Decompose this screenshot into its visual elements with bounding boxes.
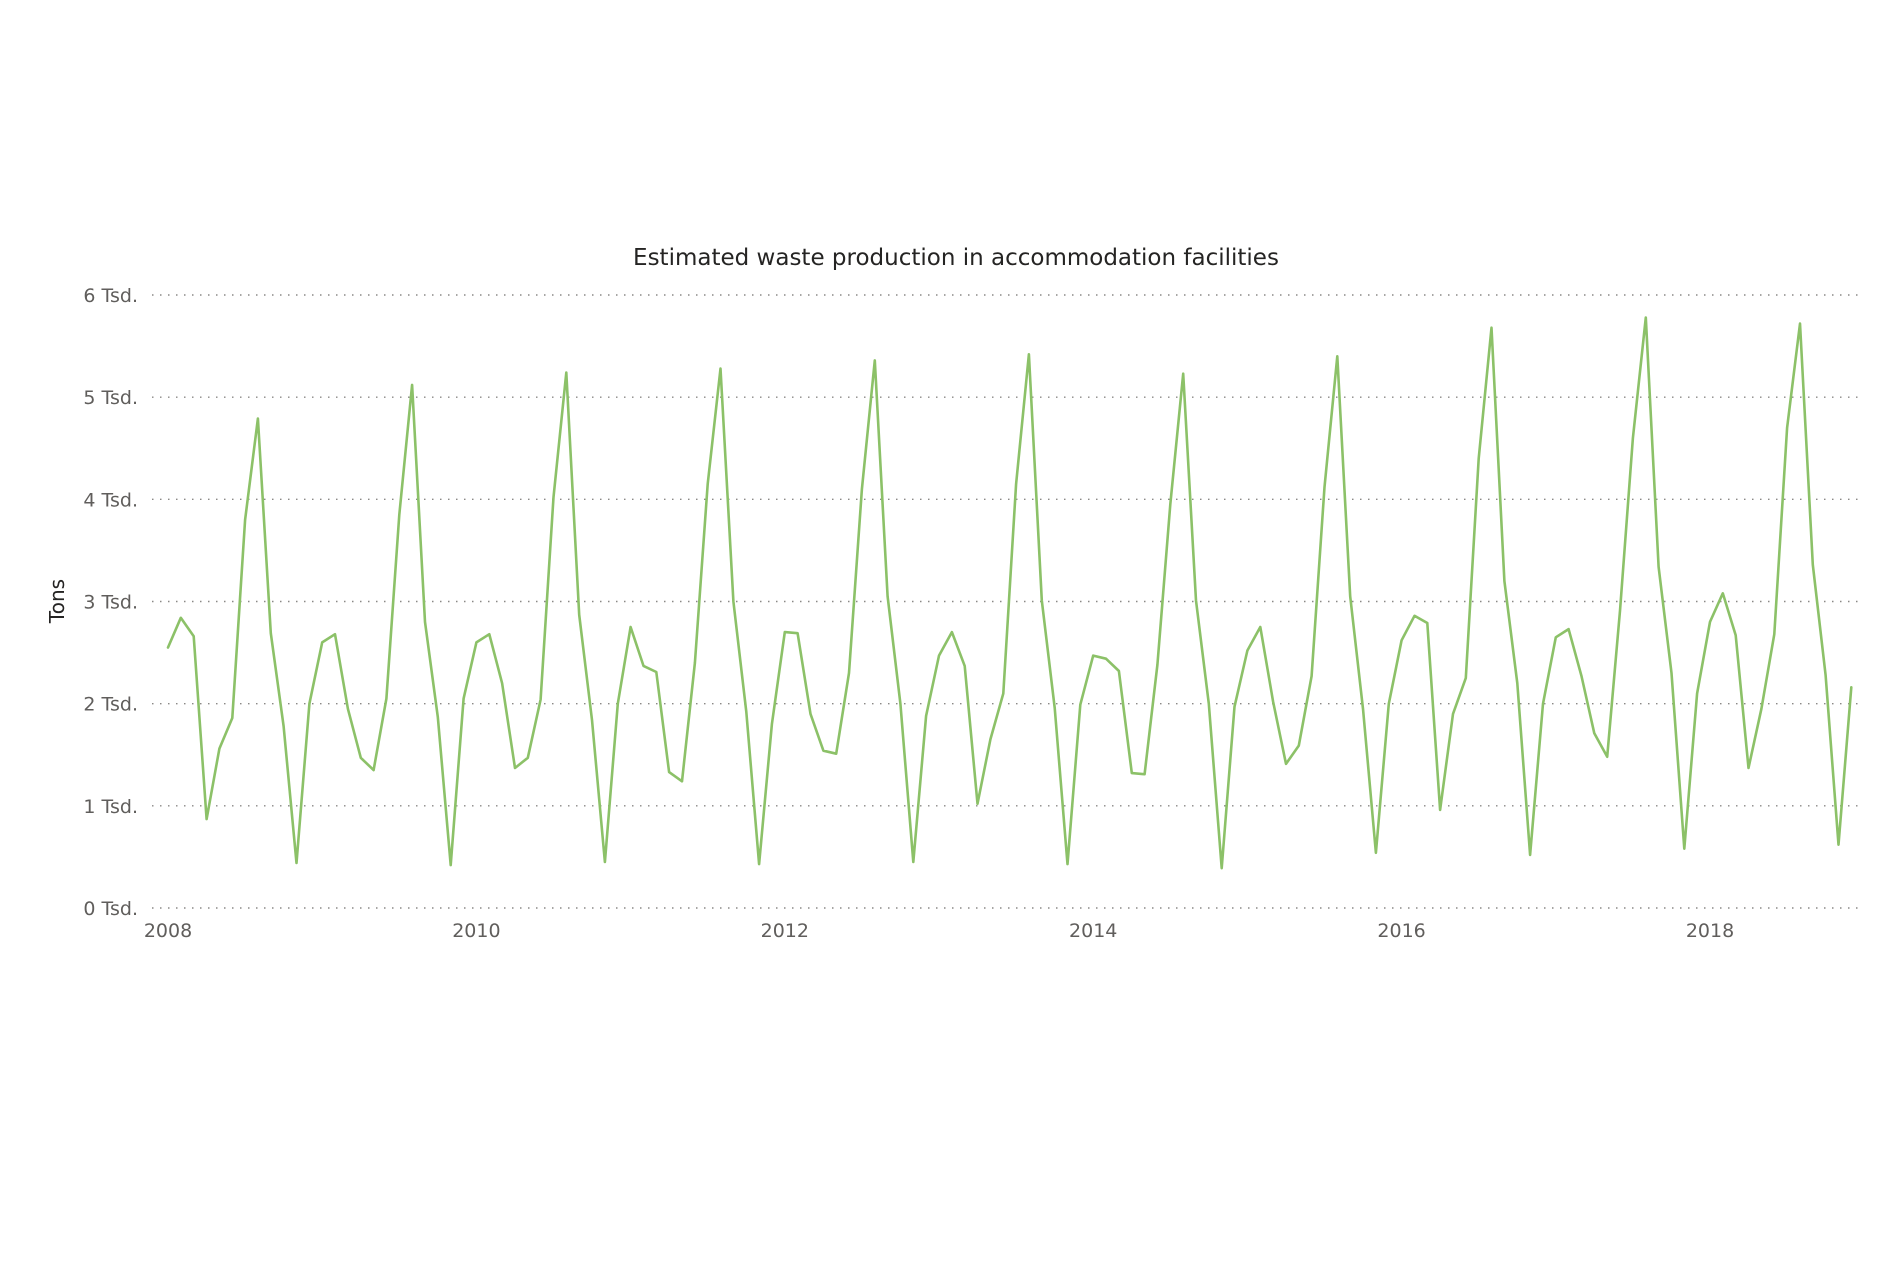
y-tick-label: 1 Tsd. [83,796,138,818]
y-axis-label: Tons [45,579,69,624]
x-tick-label: 2016 [1377,920,1425,942]
x-tick-label: 2012 [761,920,809,942]
y-tick-label: 2 Tsd. [83,694,138,716]
y-tick-label: 5 Tsd. [83,387,138,409]
y-tick-label: 6 Tsd. [83,285,138,307]
y-tick-label: 0 Tsd. [83,898,138,920]
chart-title: Estimated waste production in accommodat… [633,245,1279,271]
x-tick-label: 2010 [452,920,500,942]
y-axis: 0 Tsd. 1 Tsd. 2 Tsd. 3 Tsd. 4 Tsd. 5 Tsd. 6 Ts… [83,285,138,920]
x-tick-label: 2014 [1069,920,1117,942]
y-tick-label: 4 Tsd. [83,489,138,511]
x-axis: 2008 2010 2012 2014 2016 2018 [144,920,1734,942]
series-line [166,316,1853,870]
y-tick-label: 3 Tsd. [83,592,138,614]
plot-area [166,316,1853,870]
x-tick-label: 2018 [1686,920,1734,942]
x-tick-label: 2008 [144,920,192,942]
gridlines [152,294,1860,909]
